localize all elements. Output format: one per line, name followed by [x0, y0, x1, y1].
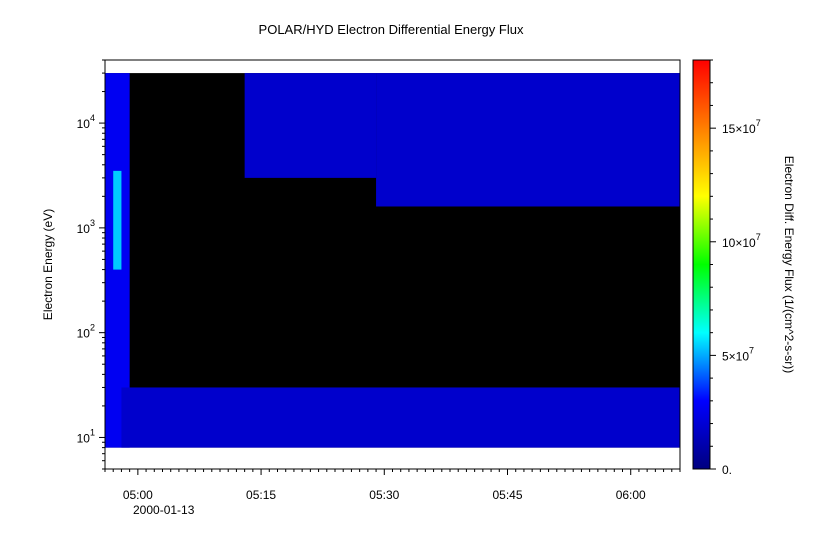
x-tick-label: 05:00: [123, 488, 153, 502]
heatmap-region-3: [244, 73, 377, 178]
colorbar: [692, 59, 711, 470]
y-axis-label: Electron Energy (eV): [41, 209, 55, 320]
chart-title: POLAR/HYD Electron Differential Energy F…: [259, 22, 524, 37]
colorbar-tick-label: 15×107: [722, 118, 761, 136]
x-tick-label: 06:00: [616, 488, 646, 502]
x-tick-label: 05:45: [492, 488, 522, 502]
colorbar-tick-label: 10×107: [722, 232, 761, 250]
colorbar-tick-label: 5×107: [722, 345, 754, 363]
heatmap-region-2: [121, 387, 680, 448]
y-tick-label: 102: [77, 323, 95, 341]
y-axis: 101 102 103 104: [77, 59, 105, 470]
heatmap-region-4: [376, 73, 680, 207]
colorbar-axis: 0. 5×107 10×107 15×107: [710, 59, 761, 477]
x-tick-label: 05:30: [369, 488, 399, 502]
colorbar-tick-label: 0.: [722, 463, 732, 477]
y-tick-label: 103: [77, 218, 95, 236]
colorbar-label: Electron Diff. Energy Flux (1/(cm^2-s-sr…: [782, 156, 796, 373]
heatmap-region-1: [113, 170, 122, 270]
x-axis-date-label: 2000-01-13: [133, 503, 195, 517]
y-tick-label: 101: [77, 427, 95, 445]
y-tick-label: 104: [77, 113, 95, 131]
heatmap: [105, 73, 680, 448]
x-axis: 05:00 05:15 05:30 05:45 06:00: [104, 469, 681, 502]
x-tick-label: 05:15: [246, 488, 276, 502]
